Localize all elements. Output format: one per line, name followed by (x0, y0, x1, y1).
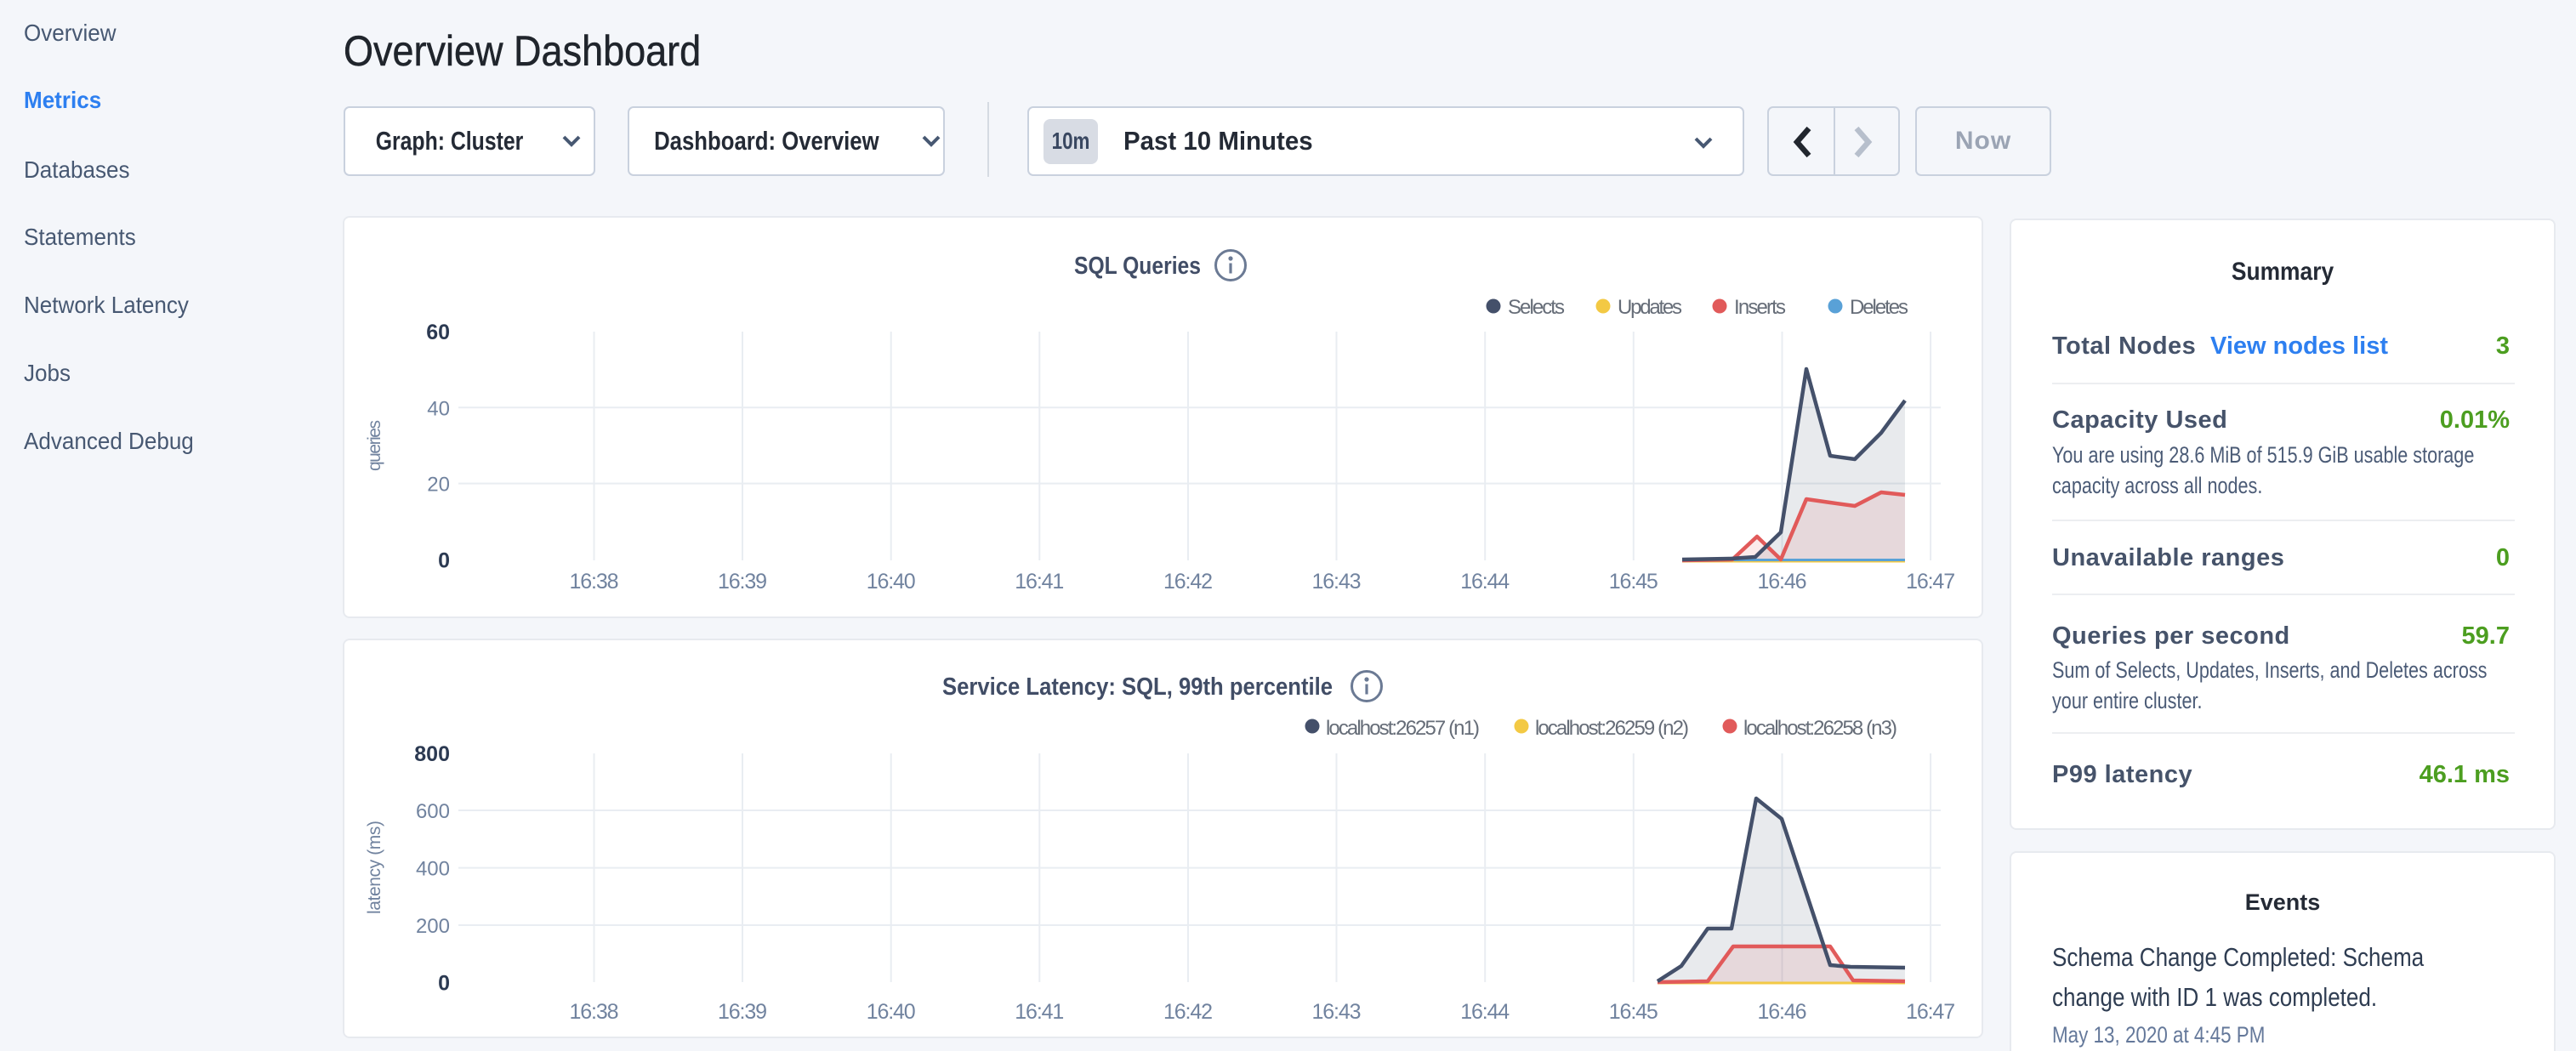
svg-text:Inserts: Inserts (1734, 296, 1786, 319)
svg-text:16:40: 16:40 (867, 1000, 916, 1024)
svg-text:16:41: 16:41 (1015, 1000, 1064, 1024)
svg-text:16:43: 16:43 (1312, 570, 1362, 594)
svg-text:16:45: 16:45 (1609, 1000, 1658, 1024)
svg-text:16:45: 16:45 (1609, 570, 1658, 594)
svg-text:16:38: 16:38 (570, 1000, 619, 1024)
svg-text:16:38: 16:38 (570, 570, 619, 594)
svg-text:16:44: 16:44 (1460, 1000, 1510, 1024)
svg-text:16:43: 16:43 (1312, 1000, 1362, 1024)
svg-text:16:40: 16:40 (867, 570, 916, 594)
svg-text:16:42: 16:42 (1163, 570, 1213, 594)
svg-text:latency (ms): latency (ms) (365, 821, 384, 914)
svg-text:SQL Queries: SQL Queries (1074, 253, 1201, 280)
svg-text:localhost:26259 (n2): localhost:26259 (n2) (1535, 717, 1689, 740)
svg-text:16:41: 16:41 (1015, 570, 1064, 594)
svg-text:16:46: 16:46 (1758, 570, 1807, 594)
svg-text:localhost:26257 (n1): localhost:26257 (n1) (1326, 717, 1480, 740)
svg-text:0: 0 (438, 549, 450, 573)
svg-text:16:42: 16:42 (1163, 1000, 1213, 1024)
svg-text:Service Latency: SQL, 99th per: Service Latency: SQL, 99th percentile (942, 673, 1333, 701)
svg-text:16:46: 16:46 (1758, 1000, 1807, 1024)
svg-text:16:39: 16:39 (718, 1000, 767, 1024)
svg-text:16:47: 16:47 (1906, 570, 1955, 594)
svg-text:200: 200 (416, 915, 450, 938)
svg-text:Deletes: Deletes (1850, 296, 1908, 319)
svg-text:Selects: Selects (1508, 296, 1565, 319)
svg-text:queries: queries (365, 420, 384, 471)
svg-text:400: 400 (416, 858, 450, 881)
svg-text:localhost:26258 (n3): localhost:26258 (n3) (1743, 717, 1897, 740)
svg-text:600: 600 (416, 800, 450, 823)
svg-text:800: 800 (414, 742, 450, 766)
svg-text:16:39: 16:39 (718, 570, 767, 594)
svg-text:0: 0 (438, 972, 450, 996)
svg-text:60: 60 (426, 321, 450, 344)
svg-text:40: 40 (427, 398, 450, 421)
svg-text:16:44: 16:44 (1460, 570, 1510, 594)
svg-text:20: 20 (427, 474, 450, 497)
svg-text:Updates: Updates (1618, 296, 1682, 319)
svg-text:16:47: 16:47 (1906, 1000, 1955, 1024)
